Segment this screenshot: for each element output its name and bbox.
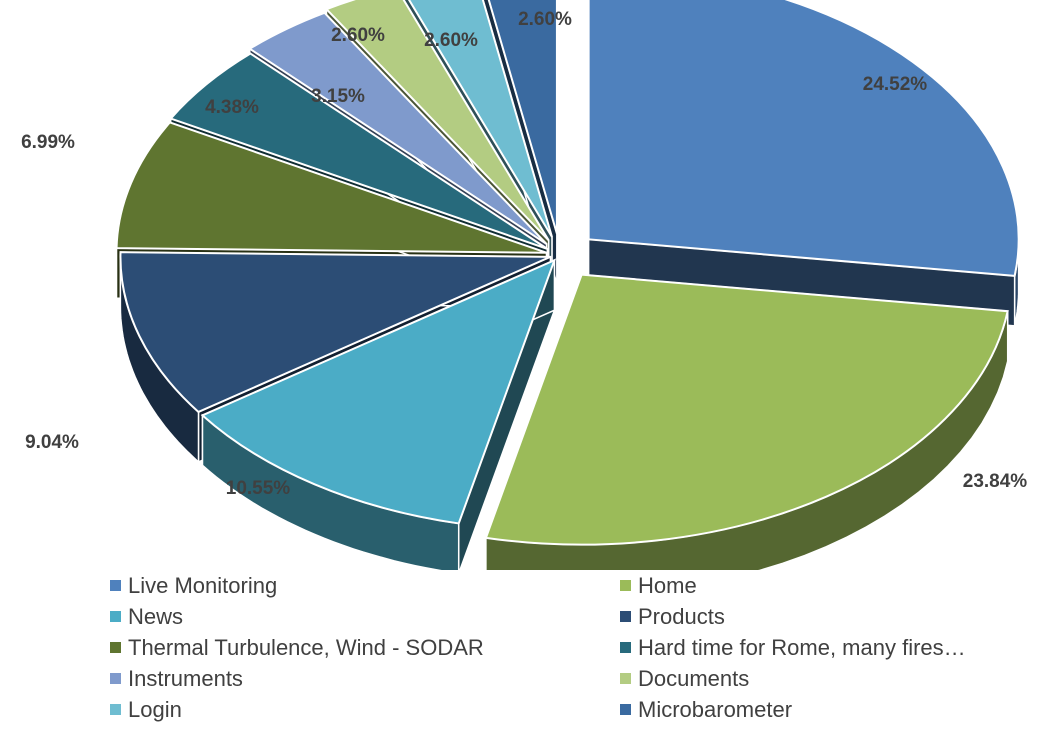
legend-label: Login bbox=[128, 696, 182, 722]
legend-swatch bbox=[620, 642, 631, 653]
legend-swatch bbox=[110, 673, 121, 684]
pie-slice-top bbox=[324, 0, 550, 242]
legend-label: News bbox=[128, 603, 184, 629]
data-label: 9.04% bbox=[25, 432, 79, 453]
legend-item: Documents bbox=[620, 663, 1040, 694]
legend-item: Thermal Turbulence, Wind - SODAR bbox=[110, 632, 620, 663]
legend-item: Home bbox=[620, 570, 1040, 601]
pie-slice-home bbox=[484, 273, 1009, 570]
chart-legend: Live Monitoring Home News Products Thermal T… bbox=[110, 570, 1050, 725]
data-label: 2.60% bbox=[518, 9, 572, 30]
legend-item: Hard time for Rome, many fires… bbox=[620, 632, 1040, 663]
pie-slice-news bbox=[200, 258, 557, 570]
pie-slice-top bbox=[587, 0, 1020, 277]
data-label: 3.15% bbox=[311, 86, 365, 107]
pie-slice-top bbox=[169, 52, 548, 250]
pie-slice-live-monitoring bbox=[587, 0, 1020, 327]
legend-item: News bbox=[110, 601, 620, 632]
pie-slice-top bbox=[484, 273, 1009, 546]
pie-slice-top bbox=[407, 0, 553, 238]
legend-item: Login bbox=[110, 694, 620, 725]
legend-label: Microbarometer bbox=[638, 696, 793, 722]
legend-label: Live Monitoring bbox=[128, 572, 278, 598]
data-label: 2.60% bbox=[424, 30, 478, 51]
legend-item: Products bbox=[620, 601, 1040, 632]
data-label: 2.60% bbox=[331, 25, 385, 46]
pie-slice-top bbox=[247, 11, 548, 245]
pie-slice-top bbox=[200, 258, 557, 525]
legend-swatch bbox=[620, 580, 631, 591]
pie-slice-top bbox=[115, 121, 547, 254]
data-label: 23.84% bbox=[963, 471, 1028, 492]
legend-item: Instruments bbox=[110, 663, 620, 694]
pie-slice-top bbox=[119, 251, 551, 414]
legend-label: Hard time for Rome, many fires… bbox=[638, 634, 966, 660]
legend-label: Documents bbox=[638, 665, 750, 691]
legend-swatch bbox=[620, 611, 631, 622]
legend-item: Microbarometer bbox=[620, 694, 1040, 725]
legend-swatch bbox=[110, 611, 121, 622]
legend-swatch bbox=[620, 704, 631, 715]
pie-chart-canvas: 24.52% 23.84% 10.55% 9.04% 6.99% 4.38% 3.15% 2.… bbox=[21, 0, 1028, 570]
legend-swatch bbox=[110, 580, 121, 591]
legend-item: Live Monitoring bbox=[110, 570, 620, 601]
legend-swatch bbox=[620, 673, 631, 684]
data-label: 10.55% bbox=[226, 478, 291, 499]
data-label: 24.52% bbox=[863, 74, 928, 95]
legend-label: Thermal Turbulence, Wind - SODAR bbox=[128, 634, 484, 660]
legend-label: Products bbox=[638, 603, 725, 629]
data-label: 6.99% bbox=[21, 132, 75, 153]
legend-swatch bbox=[110, 704, 121, 715]
data-label: 4.38% bbox=[205, 97, 259, 118]
pie-slice-top bbox=[487, 0, 558, 235]
legend-label: Instruments bbox=[128, 665, 243, 691]
legend-label: Home bbox=[638, 572, 697, 598]
legend-swatch bbox=[110, 642, 121, 653]
